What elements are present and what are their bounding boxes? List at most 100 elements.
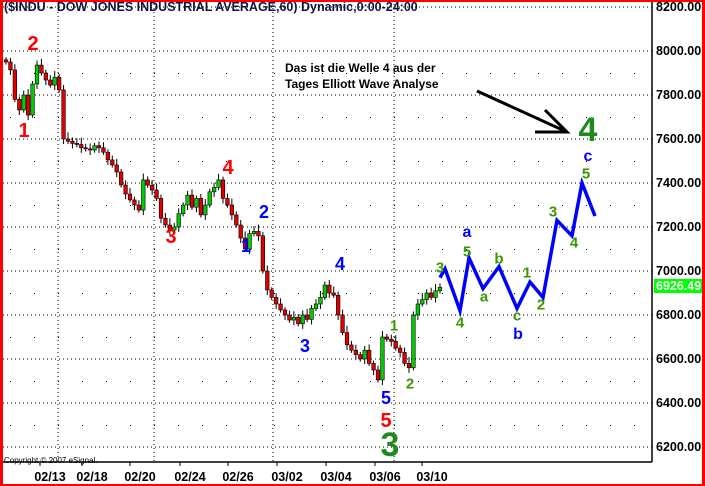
grid-dot — [394, 205, 395, 206]
candle-body — [362, 349, 367, 360]
grid-dot — [226, 205, 227, 206]
grid-dot — [418, 161, 419, 162]
grid-dot — [58, 205, 59, 206]
candle-body — [411, 314, 416, 369]
candle-body — [203, 204, 208, 216]
candle-body — [61, 89, 66, 140]
grid-dot — [586, 205, 587, 206]
candle-body — [402, 352, 407, 364]
grid-dot — [466, 117, 467, 118]
candle-body — [260, 235, 265, 272]
candle-body — [8, 61, 13, 71]
grid-dot — [346, 381, 347, 382]
candle-body — [234, 214, 239, 226]
wave-label: 5 — [581, 165, 591, 183]
grid-dot — [82, 337, 83, 338]
grid-dot — [634, 161, 635, 162]
wave-label: 2 — [536, 296, 546, 314]
grid-dot — [442, 205, 443, 206]
grid-dot — [322, 73, 323, 74]
grid-dot — [514, 249, 515, 250]
grid-dot — [34, 205, 35, 206]
grid-dot — [250, 117, 251, 118]
grid-dot — [154, 73, 155, 74]
grid-dot — [10, 425, 11, 426]
wave-label: 1 — [18, 120, 30, 142]
grid-dot — [538, 249, 539, 250]
candle-body — [185, 194, 190, 206]
grid-dot — [346, 161, 347, 162]
grid-dot — [562, 425, 563, 426]
grid-dot — [634, 205, 635, 206]
grid-dot — [418, 381, 419, 382]
grid-dot — [514, 205, 515, 206]
grid-dot — [178, 73, 179, 74]
candle-body — [309, 308, 314, 320]
grid-dot — [130, 425, 131, 426]
grid-dot — [226, 117, 227, 118]
grid-dot — [514, 381, 515, 382]
grid-dot — [370, 293, 371, 294]
x-tick-label: 03/02 — [271, 470, 303, 484]
grid-dot — [34, 293, 35, 294]
grid-dot — [418, 337, 419, 338]
grid-dot — [202, 293, 203, 294]
grid-dot — [634, 73, 635, 74]
y-tick-label: 7000.00 — [656, 264, 702, 278]
wave-label: c — [512, 307, 522, 325]
candle-body — [123, 184, 128, 195]
grid-dot — [586, 161, 587, 162]
grid-dot — [106, 249, 107, 250]
candle-body — [181, 204, 186, 215]
candle-body — [172, 226, 177, 231]
grid-dot — [538, 161, 539, 162]
grid-dot — [130, 161, 131, 162]
grid-dot — [490, 205, 491, 206]
candle-body — [375, 369, 381, 381]
candle-body — [415, 303, 420, 316]
grid-dot — [154, 381, 155, 382]
grid-dot — [130, 293, 131, 294]
grid-dot — [442, 337, 443, 338]
grid-dot — [466, 337, 467, 338]
grid-dot — [82, 117, 83, 118]
wave-label: 4 — [578, 111, 598, 149]
grid-dot — [442, 381, 443, 382]
grid-dot — [490, 161, 491, 162]
grid-dot — [442, 73, 443, 74]
candle-body — [110, 159, 115, 166]
candle-body — [389, 338, 394, 342]
grid-dot — [538, 337, 539, 338]
grid-dot — [154, 205, 155, 206]
candle-body — [256, 231, 261, 237]
grid-dot — [562, 381, 563, 382]
grid-dot — [106, 161, 107, 162]
candle-body — [21, 94, 26, 111]
current-price-label: 6926.49 — [654, 279, 704, 293]
grid-dot — [130, 249, 131, 250]
grid-dot — [178, 117, 179, 118]
candle-body — [349, 344, 354, 351]
grid-dot — [154, 425, 155, 426]
grid-dot — [394, 249, 395, 250]
candle-body — [207, 191, 212, 206]
grid-dot — [178, 381, 179, 382]
candle-body — [336, 294, 341, 316]
frame-left — [0, 0, 3, 486]
grid-dot — [562, 117, 563, 118]
grid-dot — [34, 337, 35, 338]
candle-body — [406, 363, 412, 369]
y-tick-label: 8000.00 — [656, 44, 702, 58]
candle-body — [127, 193, 133, 201]
grid-dot — [634, 425, 635, 426]
grid-dot — [394, 425, 395, 426]
grid-dot — [130, 205, 131, 206]
candle-body — [371, 363, 376, 371]
candle-body — [300, 314, 305, 325]
grid-dot — [34, 161, 35, 162]
wave-label: 3 — [165, 226, 177, 248]
grid-dot — [298, 293, 299, 294]
grid-dot — [322, 425, 323, 426]
grid-dot — [58, 293, 59, 294]
candle-body — [189, 194, 195, 208]
